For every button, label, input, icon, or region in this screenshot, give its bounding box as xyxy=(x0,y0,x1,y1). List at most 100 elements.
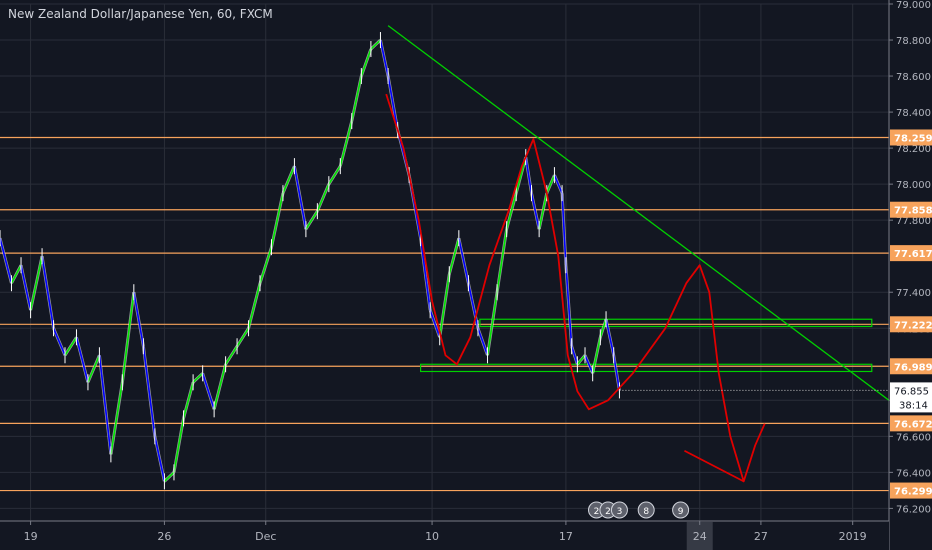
event-badge-label: 9 xyxy=(678,507,684,517)
level-price-tag-label: 76.989 xyxy=(894,362,932,373)
event-badge-label: 2 xyxy=(594,507,600,517)
price-line-segment xyxy=(419,238,431,311)
level-price-tag[interactable] xyxy=(890,358,932,375)
price-line-segment xyxy=(163,471,175,482)
price-axis[interactable]: 79.000 78.800 78.600 78.400 78.200 78.000 77.8… xyxy=(888,0,932,550)
level-price-tag-label: 78.259 xyxy=(894,133,932,144)
event-badge[interactable] xyxy=(637,501,655,519)
horizontal-levels xyxy=(0,136,889,492)
price-tick-label: 78.600 xyxy=(896,72,931,83)
last-price-label: 76.855 xyxy=(894,386,929,397)
price-line-segment xyxy=(584,354,594,374)
event-badge[interactable] xyxy=(672,501,690,519)
price-line-segment xyxy=(458,238,470,284)
level-price-tag[interactable] xyxy=(890,415,932,432)
level-price-tag-label: 76.672 xyxy=(894,419,932,430)
price-line-segment xyxy=(387,75,399,131)
price-line-segment xyxy=(316,183,330,212)
price-line-segment xyxy=(247,283,261,329)
price-line-segment xyxy=(339,120,353,167)
level-price-tag[interactable] xyxy=(890,201,932,218)
price-line-segment xyxy=(538,192,548,230)
price-line-segment xyxy=(259,246,273,284)
price-line-segment xyxy=(0,237,13,284)
price-line-segment xyxy=(599,319,607,338)
price-line-segment xyxy=(52,327,66,356)
price-line-segment xyxy=(570,346,579,365)
price-line-segment xyxy=(379,39,389,77)
last-price-tag[interactable] xyxy=(890,382,932,413)
price-line-segment xyxy=(438,274,451,338)
price-line-segment xyxy=(182,382,194,419)
price-line-segment xyxy=(505,192,517,230)
price-line-segment xyxy=(213,364,227,410)
price-tick-label: 78.000 xyxy=(896,180,931,191)
event-badge-label: 8 xyxy=(643,507,649,517)
price-line-segment xyxy=(282,165,296,194)
price-line-segment xyxy=(448,237,460,275)
price-tick-label: 76.600 xyxy=(896,432,931,443)
level-price-tag-label: 77.222 xyxy=(894,320,932,331)
level-price-tag[interactable] xyxy=(890,482,932,499)
price-tick-label: 76.200 xyxy=(896,504,931,515)
price-line-segment xyxy=(293,165,307,230)
price-line-segment xyxy=(75,337,89,383)
price-line-segment xyxy=(515,156,527,194)
level-price-tag-label: 77.617 xyxy=(894,249,932,260)
price-line-segment xyxy=(576,354,586,365)
time-axis-background xyxy=(0,521,889,550)
event-badge[interactable] xyxy=(610,501,628,519)
zone-rectangle xyxy=(420,363,873,373)
price-line-segment xyxy=(605,319,615,356)
time-axis[interactable]: 19 26 Dec 10 17 24 27 2019 xyxy=(0,520,889,550)
price-line-segment xyxy=(173,418,185,473)
level-price-tag[interactable] xyxy=(890,245,932,262)
time-tick-label: 19 xyxy=(24,530,38,543)
price-line-segment xyxy=(142,346,156,437)
price-line-segment xyxy=(41,256,55,329)
price-line-segment xyxy=(133,292,145,347)
price-line-segment xyxy=(305,210,319,230)
price-line-segment xyxy=(20,265,32,311)
price-line-segment xyxy=(236,327,250,347)
time-tick-label: 26 xyxy=(157,530,171,543)
price-tick-label: 76.400 xyxy=(896,468,931,479)
trendline xyxy=(387,25,890,401)
time-axis-highlight xyxy=(686,522,713,550)
price-line-segment xyxy=(29,256,43,311)
price-tick-label: 79.000 xyxy=(896,0,931,11)
price-tick-label: 77.800 xyxy=(896,216,931,227)
time-tick-label: Dec xyxy=(255,530,276,543)
price-tick-label: 77.400 xyxy=(896,288,931,299)
price-axis-background xyxy=(889,0,932,550)
projection-group xyxy=(385,93,766,483)
price-line-segment xyxy=(192,372,204,383)
price-line-segment xyxy=(328,165,341,185)
price-line-segment xyxy=(467,283,479,329)
price-line-segment xyxy=(524,156,533,194)
level-price-tag[interactable] xyxy=(890,129,932,146)
trendline-group xyxy=(387,25,890,401)
price-line-segment xyxy=(224,345,238,365)
projection-tail xyxy=(684,449,745,483)
price-line-segment xyxy=(486,292,498,356)
price-line-segment xyxy=(360,48,372,77)
price-line-segment xyxy=(201,373,215,410)
price-line-segment xyxy=(612,355,621,391)
level-price-tag[interactable] xyxy=(890,316,932,333)
projection-path xyxy=(385,93,766,483)
grid xyxy=(0,3,889,521)
price-line-segment xyxy=(350,75,363,122)
price-series xyxy=(0,32,621,490)
price-line-segment xyxy=(496,229,508,293)
price-line-segment xyxy=(98,355,112,455)
event-badge-label: 2 xyxy=(605,507,611,517)
price-line-segment xyxy=(270,192,284,248)
time-tick-label: 2019 xyxy=(839,530,867,543)
price-line-segment xyxy=(370,39,382,50)
price-line-segment xyxy=(121,292,135,383)
price-line-segment xyxy=(561,193,567,266)
